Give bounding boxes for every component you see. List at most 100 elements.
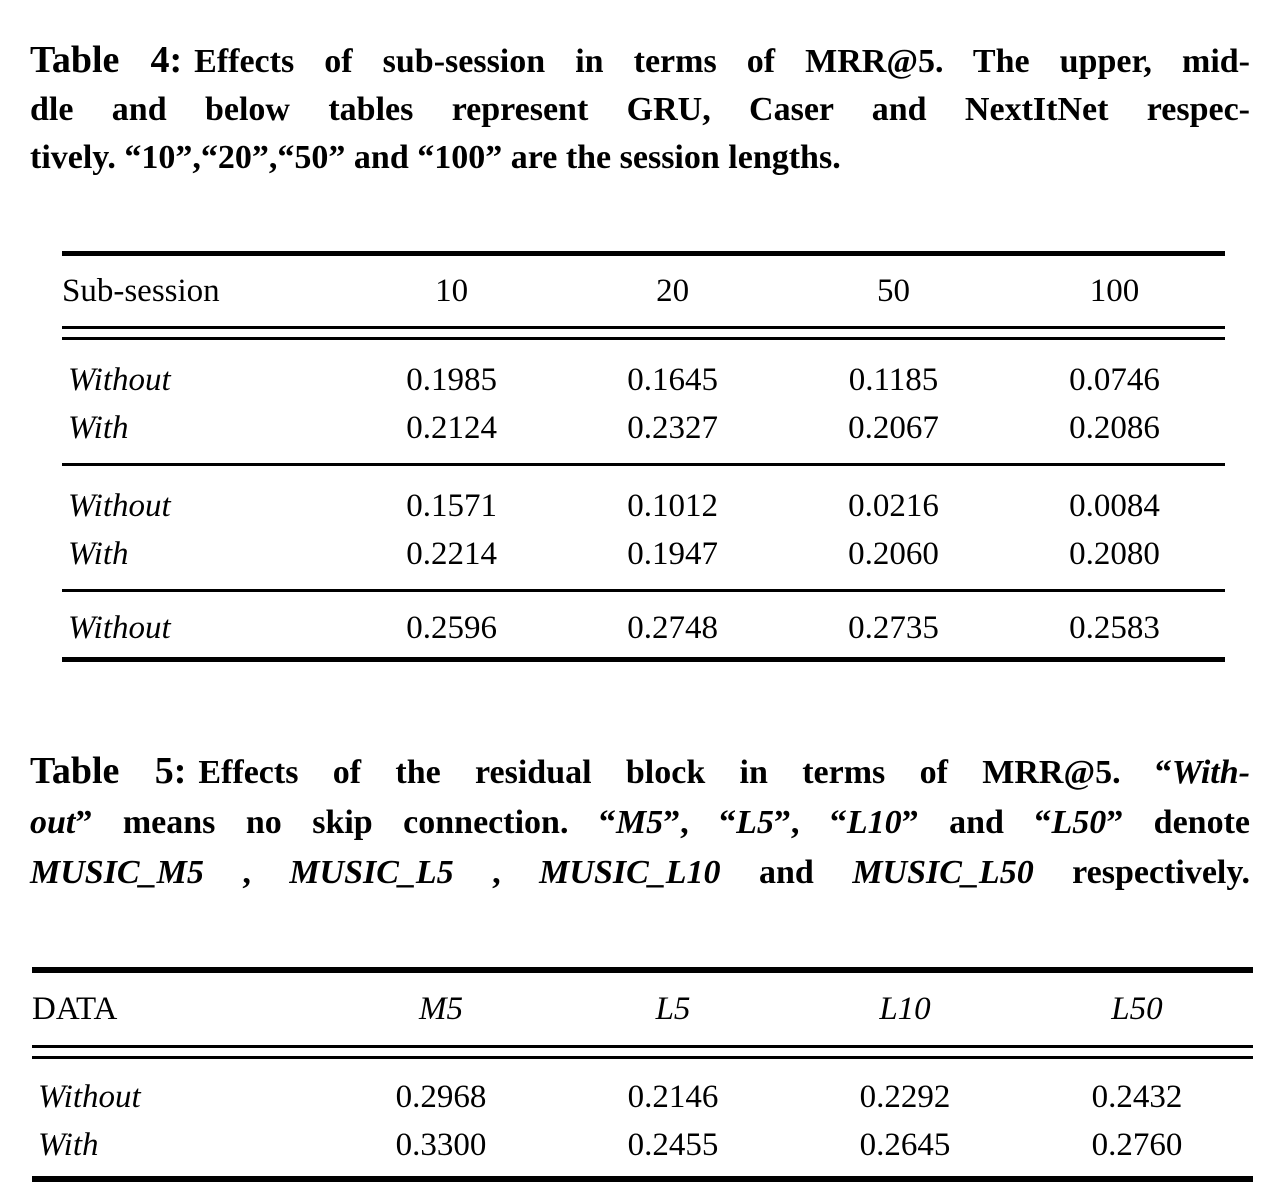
row-label: With bbox=[68, 535, 129, 572]
row-label: Without bbox=[68, 487, 171, 524]
table-row: With 0.3300 0.2455 0.2645 0.2760 bbox=[32, 1121, 1253, 1169]
caption-text-italic: MUSIC_M5 bbox=[30, 854, 204, 891]
caption-line: tively. “10”,“20”,“50” and “100” are the… bbox=[30, 139, 841, 176]
caption-text-italic: MUSIC_L50 bbox=[852, 854, 1034, 891]
cell-value: 0.2124 bbox=[406, 409, 497, 446]
table4-header-row: Sub-session 10 20 50 100 bbox=[62, 256, 1225, 326]
caption-line: out” means no skip connection. “M5”, “L5… bbox=[30, 798, 1250, 848]
table4-top-rule bbox=[62, 251, 1225, 256]
table4-block-nextitnet: Without 0.2596 0.2748 0.2735 0.2583 bbox=[62, 592, 1225, 657]
column-header: L10 bbox=[879, 990, 931, 1027]
cell-value: 0.1185 bbox=[848, 361, 939, 398]
table5-header-row: DATA M5 L5 L10 L50 bbox=[32, 973, 1253, 1045]
caption-text: , bbox=[203, 854, 290, 891]
caption-line: dle and below tables represent GRU, Case… bbox=[30, 91, 1250, 128]
cell-value: 0.1571 bbox=[406, 487, 497, 524]
cell-value: 0.2583 bbox=[1069, 609, 1160, 646]
cell-value: 0.2645 bbox=[859, 1126, 951, 1163]
table4-caption: Table 4: Effects of sub-session in terms … bbox=[30, 0, 1250, 182]
row-label: Without bbox=[68, 609, 171, 646]
caption-text: ” means no skip connection. “ bbox=[75, 804, 616, 841]
caption-text-italic: MUSIC_L5 bbox=[289, 854, 454, 891]
column-header: 20 bbox=[656, 272, 690, 309]
caption-text: , bbox=[453, 854, 540, 891]
caption-text-italic: With- bbox=[1171, 754, 1250, 791]
caption-text-italic: M5 bbox=[615, 804, 664, 841]
column-header: 10 bbox=[435, 272, 469, 309]
cell-value: 0.1645 bbox=[627, 361, 718, 398]
caption-line: MUSIC_M5 , MUSIC_L5 , MUSIC_L10 and MUSI… bbox=[30, 848, 1250, 898]
column-header: 50 bbox=[877, 272, 911, 309]
row-label: Without bbox=[68, 361, 171, 398]
caption-text-italic: L5 bbox=[736, 804, 774, 841]
table-row: Without 0.1571 0.1012 0.0216 0.0084 bbox=[62, 482, 1225, 530]
cell-value: 0.0216 bbox=[848, 487, 939, 524]
cell-value: 0.2060 bbox=[848, 535, 939, 572]
cell-value: 0.1947 bbox=[627, 535, 718, 572]
table5-caption-label: Table 5: bbox=[30, 750, 187, 792]
column-header: DATA bbox=[32, 990, 118, 1027]
cell-value: 0.2067 bbox=[848, 409, 939, 446]
caption-text: ” and “ bbox=[901, 804, 1052, 841]
table5-bottom-rule bbox=[32, 1176, 1253, 1182]
cell-value: 0.2596 bbox=[406, 609, 497, 646]
caption-line: Table 5: Effects of the residual block in… bbox=[30, 746, 1250, 798]
cell-value: 0.2327 bbox=[627, 409, 718, 446]
table4-mid-rule bbox=[62, 463, 1225, 466]
cell-value: 0.2735 bbox=[848, 609, 939, 646]
cell-value: 0.2292 bbox=[859, 1078, 951, 1115]
column-header: L50 bbox=[1111, 990, 1163, 1027]
caption-text: and bbox=[720, 854, 853, 891]
table5-caption: Table 5: Effects of the residual block in… bbox=[30, 746, 1250, 898]
column-header: M5 bbox=[419, 990, 464, 1027]
cell-value: 0.2760 bbox=[1091, 1126, 1183, 1163]
cell-value: 0.2748 bbox=[627, 609, 718, 646]
caption-text-italic: out bbox=[30, 804, 76, 841]
table-row: Without 0.2968 0.2146 0.2292 0.2432 bbox=[32, 1073, 1253, 1121]
cell-value: 0.1012 bbox=[627, 487, 718, 524]
cell-value: 0.2432 bbox=[1091, 1078, 1183, 1115]
cell-value: 0.2968 bbox=[395, 1078, 487, 1115]
caption-text: Effects of the residual block in terms o… bbox=[198, 754, 1172, 791]
column-header: 100 bbox=[1089, 272, 1140, 309]
table5: DATA M5 L5 L10 L50 Without 0.2968 0.2146… bbox=[32, 967, 1253, 1182]
table-row: With 0.2124 0.2327 0.2067 0.2086 bbox=[62, 404, 1225, 452]
row-label: With bbox=[38, 1126, 99, 1163]
caption-text: Effects of sub-session in terms of MRR@5… bbox=[194, 43, 1250, 80]
table4-block-caser: Without 0.1571 0.1012 0.0216 0.0084 With… bbox=[62, 466, 1225, 589]
caption-text-italic: L10 bbox=[846, 804, 902, 841]
column-header: L5 bbox=[655, 990, 691, 1027]
table-row: With 0.2214 0.1947 0.2060 0.2080 bbox=[62, 530, 1225, 578]
table4-header-double-rule bbox=[62, 326, 1225, 340]
cell-value: 0.2080 bbox=[1069, 535, 1160, 572]
caption-text-italic: L50 bbox=[1051, 804, 1107, 841]
cell-value: 0.2214 bbox=[406, 535, 497, 572]
caption-text-italic: MUSIC_L10 bbox=[539, 854, 721, 891]
cell-value: 0.2146 bbox=[627, 1078, 719, 1115]
row-label: With bbox=[68, 409, 129, 446]
table5-top-rule bbox=[32, 967, 1253, 973]
table5-block: Without 0.2968 0.2146 0.2292 0.2432 With… bbox=[32, 1059, 1253, 1176]
cell-value: 0.3300 bbox=[395, 1126, 487, 1163]
caption-text: ”, “ bbox=[773, 804, 847, 841]
column-header: Sub-session bbox=[62, 272, 220, 309]
table-row: Without 0.1985 0.1645 0.1185 0.0746 bbox=[62, 356, 1225, 404]
cell-value: 0.0084 bbox=[1069, 487, 1160, 524]
table5-header-double-rule bbox=[32, 1045, 1253, 1059]
caption-text: respectively. bbox=[1033, 854, 1251, 891]
row-label: Without bbox=[38, 1078, 141, 1115]
table4-caption-label: Table 4: bbox=[30, 39, 183, 81]
table4: Sub-session 10 20 50 100 Without 0.1985 … bbox=[62, 251, 1225, 662]
cell-value: 0.0746 bbox=[1069, 361, 1160, 398]
table4-bottom-rule bbox=[62, 657, 1225, 662]
cell-value: 0.2086 bbox=[1069, 409, 1160, 446]
cell-value: 0.1985 bbox=[406, 361, 497, 398]
table-row: Without 0.2596 0.2748 0.2735 0.2583 bbox=[62, 604, 1225, 652]
table4-mid-rule bbox=[62, 589, 1225, 592]
caption-text: ” denote bbox=[1106, 804, 1251, 841]
cell-value: 0.2455 bbox=[627, 1126, 719, 1163]
table4-block-gru: Without 0.1985 0.1645 0.1185 0.0746 With… bbox=[62, 340, 1225, 463]
caption-line: Table 4: Effects of sub-session in terms … bbox=[30, 36, 1250, 86]
caption-text: ”, “ bbox=[663, 804, 737, 841]
